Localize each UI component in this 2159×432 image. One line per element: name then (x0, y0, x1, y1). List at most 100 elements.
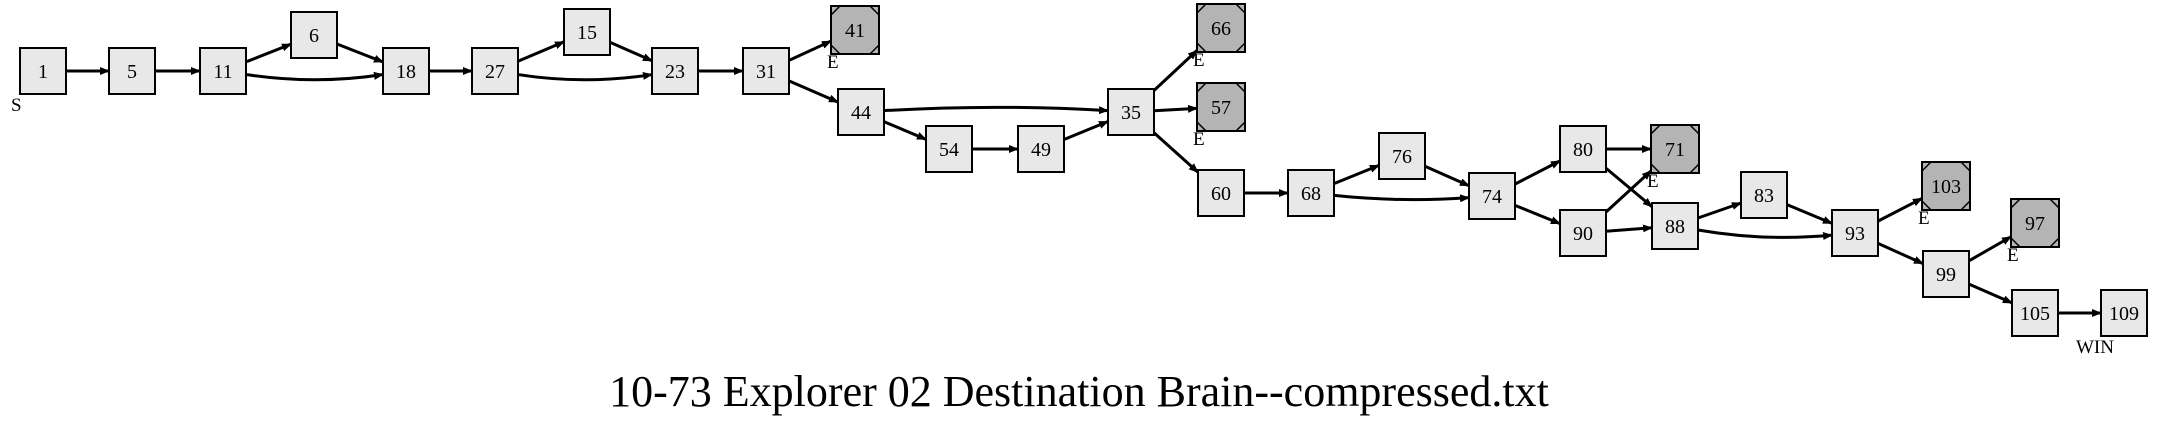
node-label: 60 (1211, 183, 1231, 205)
node-box (2011, 289, 2059, 337)
node-box (1287, 169, 1335, 217)
node-label: 88 (1665, 216, 1685, 238)
node-label: 71 (1665, 139, 1685, 161)
node-box (19, 47, 67, 95)
node-5: 5 (108, 47, 156, 95)
node-label: 80 (1573, 139, 1593, 161)
node-93: 93 (1831, 209, 1879, 257)
edge-44-to-35 (883, 105, 1109, 115)
node-box (2100, 289, 2148, 337)
node-label: 5 (127, 61, 137, 83)
node-label: 83 (1754, 185, 1774, 207)
node-box (1651, 202, 1699, 250)
node-box (1559, 125, 1607, 173)
node-90: 90 (1559, 209, 1607, 257)
end-octagon (1921, 161, 1971, 211)
node-105: 105 (2011, 289, 2059, 337)
node-80: 80 (1559, 125, 1607, 173)
end-node-103: 103 (1921, 161, 1971, 211)
node-15: 15 (563, 8, 611, 56)
edge-88-to-83 (1697, 201, 1742, 220)
node-box (1740, 171, 1788, 219)
node-label: 44 (851, 102, 871, 124)
node-label: 90 (1573, 223, 1593, 245)
node-31: 31 (742, 47, 790, 95)
edge-11-to-18 (245, 71, 384, 82)
edge-88-to-93 (1697, 228, 1833, 240)
edge-27-to-15 (517, 40, 565, 63)
tags-layer: S E E E E E E WIN (11, 50, 2114, 358)
node-label: 68 (1301, 183, 1321, 205)
edge-74-to-80 (1514, 159, 1561, 186)
node-label: 66 (1211, 18, 1231, 40)
edge-44-to-54 (883, 120, 927, 141)
node-label: 27 (485, 61, 505, 83)
node-27: 27 (471, 47, 519, 95)
node-60: 60 (1197, 169, 1245, 217)
node-box (1559, 209, 1607, 257)
node-label: 1 (38, 61, 48, 83)
edge-99-to-97 (1968, 235, 2012, 263)
edge-6-to-18 (336, 42, 384, 64)
node-label: 11 (213, 61, 232, 83)
node-49: 49 (1017, 125, 1065, 173)
tag-label-win-109: WIN (2076, 337, 2114, 358)
node-18: 18 (382, 47, 430, 95)
end-octagon (1196, 3, 1246, 53)
tag-label-e-103: E (1918, 208, 1930, 229)
node-label: 93 (1845, 223, 1865, 245)
node-23: 23 (651, 47, 699, 95)
edge-68-to-74 (1333, 193, 1470, 203)
end-node-41: 41 (830, 5, 880, 55)
node-label: 57 (1211, 97, 1231, 119)
node-label: 109 (2109, 303, 2139, 325)
node-box (1197, 169, 1245, 217)
tag-label-e-97: E (2007, 245, 2019, 266)
node-68: 68 (1287, 169, 1335, 217)
edges-layer (66, 39, 2102, 317)
edge-93-to-99 (1877, 241, 1924, 266)
end-octagon (830, 5, 880, 55)
node-label: 49 (1031, 139, 1051, 161)
node-label: 105 (2020, 303, 2050, 325)
node-box (290, 11, 338, 59)
edge-49-to-35 (1063, 120, 1109, 141)
end-octagon (2010, 198, 2060, 248)
end-octagon (1650, 124, 1700, 174)
node-box (108, 47, 156, 95)
edge-11-to-6 (245, 42, 292, 64)
edge-31-to-44 (788, 79, 839, 104)
node-box (1922, 250, 1970, 298)
node-label: 41 (845, 20, 865, 42)
node-1: 1 (19, 47, 67, 95)
node-label: 76 (1392, 146, 1412, 168)
node-box (925, 125, 973, 173)
node-109: 109 (2100, 289, 2148, 337)
node-label: 6 (309, 25, 319, 47)
edge-35-to-60 (1152, 131, 1200, 174)
edge-93-to-103 (1877, 197, 1923, 223)
node-label: 15 (577, 22, 597, 44)
node-box (651, 47, 699, 95)
edge-90-to-71 (1604, 169, 1653, 214)
end-node-66: 66 (1196, 3, 1246, 53)
node-11: 11 (199, 47, 247, 95)
end-node-57: 57 (1196, 82, 1246, 132)
node-35: 35 (1107, 88, 1155, 136)
node-box (382, 47, 430, 95)
node-label: 23 (665, 61, 685, 83)
node-box (1831, 209, 1879, 257)
node-box (1468, 172, 1516, 220)
node-label: 31 (756, 61, 776, 83)
end-octagon (1196, 82, 1246, 132)
tag-label-e-57: E (1193, 129, 1205, 150)
node-box (1017, 125, 1065, 173)
graph-title: 10-73 Explorer 02 Destination Brain--com… (609, 367, 1549, 416)
edge-15-to-23 (609, 40, 653, 63)
node-label: 74 (1482, 186, 1502, 208)
edge-68-to-76 (1333, 163, 1380, 186)
node-box (837, 88, 885, 136)
node-label: 103 (1931, 176, 1961, 198)
